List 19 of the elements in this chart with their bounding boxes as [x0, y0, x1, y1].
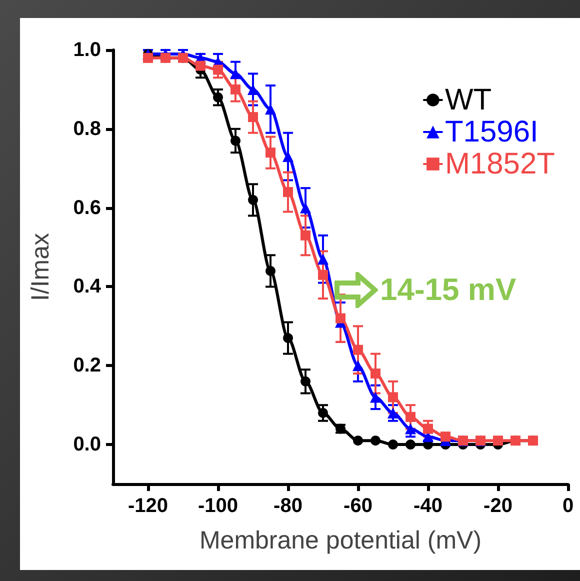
x-tick-label: -80	[274, 495, 302, 517]
y-tick-label: 0.0	[73, 434, 101, 456]
y-axis-title: I/Imax	[26, 232, 54, 302]
y-tick-label: 0.2	[73, 354, 101, 377]
legend-label: T1596I	[444, 116, 538, 148]
y-tick-label: 0.6	[73, 196, 101, 219]
legend-label: M1852T	[444, 148, 556, 180]
x-tick-label: -100	[198, 495, 238, 517]
x-tick-label: -60	[344, 495, 372, 517]
x-axis-title: Membrane potential (mV)	[199, 526, 482, 554]
y-tick-label: 1.0	[73, 39, 101, 61]
x-tick-label: 0	[562, 495, 574, 517]
x-tick-label: -20	[484, 495, 512, 517]
x-tick-label: -120	[128, 495, 168, 517]
x-tick-label: -40	[414, 495, 442, 517]
y-tick-label: 0.8	[73, 118, 101, 140]
legend-label: WT	[444, 84, 492, 116]
y-tick-label: 0.4	[73, 276, 102, 298]
annotation: 14-15 mV	[380, 272, 516, 308]
